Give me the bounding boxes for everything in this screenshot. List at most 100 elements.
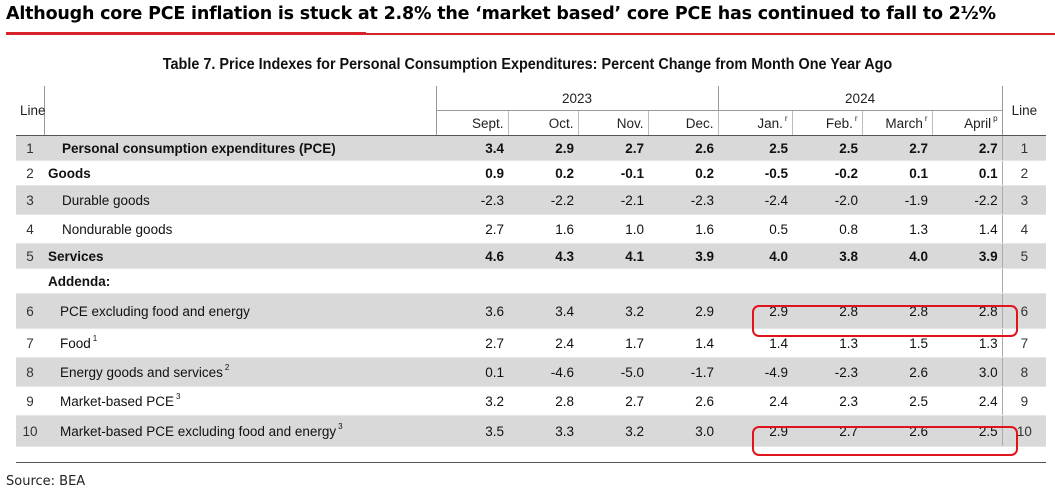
value-cell: 2.3 (792, 386, 863, 416)
value-cell (862, 268, 933, 294)
table-row: 7 Food 1 2.7 2.4 1.7 1.4 1.4 1.3 1.5 1.3 7 (16, 328, 1047, 358)
value-cell: 4.0 (718, 243, 793, 269)
line-number: 9 (16, 386, 44, 416)
value-cell: 1.3 (792, 328, 863, 358)
table-row: 4 Nondurable goods 2.7 1.6 1.0 1.6 0.5 0.8 1.3 1.… (16, 214, 1047, 244)
value-cell (508, 268, 578, 294)
value-cell: 3.0 (648, 415, 719, 447)
value-cell: -2.1 (578, 185, 648, 215)
header-row-years: Line 2023 2024 Line (16, 86, 1047, 136)
value-cell: -1.7 (648, 357, 719, 387)
month-header-jan: Jan. r (718, 110, 793, 136)
value-cell: 2.5 (932, 415, 1003, 447)
value-cell: -2.2 (932, 185, 1003, 215)
value-cell: 1.6 (508, 214, 578, 244)
value-cell: 2.8 (932, 293, 1003, 329)
line-number: 10 (16, 415, 44, 447)
line-number-right: 4 (1001, 214, 1047, 244)
value-cell: 1.4 (932, 214, 1003, 244)
row-label: Personal consumption expenditures (PCE) (44, 135, 436, 161)
header-row-months: Sept. Oct. Nov. Dec. Jan. r Feb. r March r April p (16, 110, 1046, 136)
month-header-march: March r (862, 110, 933, 136)
value-cell: 3.2 (578, 415, 648, 447)
value-cell: 2.7 (862, 135, 933, 161)
line-number-right: 9 (1001, 386, 1047, 416)
value-cell: 3.3 (508, 415, 578, 447)
value-cell: 2.8 (508, 386, 578, 416)
month-header-oct: Oct. (508, 110, 579, 136)
value-cell: 0.2 (648, 160, 719, 186)
pce-table: Line 2023 2024 Line Sept. Oct. Nov. Dec. Jan… (16, 86, 1047, 447)
value-cell: -2.3 (792, 357, 863, 387)
table-row: Addenda: (16, 268, 1047, 294)
value-cell: 2.7 (578, 386, 648, 416)
highlight-market-core-pce-2024 (752, 426, 1018, 456)
row-label: Services (44, 243, 436, 269)
value-cell: 2.5 (718, 135, 793, 161)
value-cell (932, 268, 1003, 294)
month-header-feb: Feb. r (792, 110, 863, 136)
highlight-core-pce-2024 (752, 305, 1018, 337)
value-cell: 1.6 (648, 214, 719, 244)
value-cell: 2.6 (648, 135, 719, 161)
line-number-right: 3 (1001, 185, 1047, 215)
value-cell: 4.6 (436, 243, 508, 269)
line-number: 4 (16, 214, 44, 244)
value-cell: -2.3 (436, 185, 508, 215)
value-cell (578, 268, 648, 294)
line-header-right: Line (1001, 86, 1047, 136)
value-cell: -2.3 (648, 185, 719, 215)
line-number-right: 5 (1001, 243, 1047, 269)
value-cell: 2.5 (792, 135, 863, 161)
line-number (16, 268, 44, 294)
value-cell: -2.4 (718, 185, 793, 215)
row-label: Nondurable goods (44, 214, 436, 244)
value-cell: -0.5 (718, 160, 793, 186)
value-cell: 2.8 (862, 293, 933, 329)
line-header-left: Line (16, 86, 46, 136)
value-cell: 2.6 (648, 386, 719, 416)
month-header-nov: Nov. (578, 110, 649, 136)
value-cell: 2.7 (578, 135, 648, 161)
value-cell: 2.4 (718, 386, 793, 416)
table-row: 6 PCE excluding food and energy 3.6 3.4 3.2 2… (16, 293, 1047, 329)
line-number-right: 8 (1001, 357, 1047, 387)
value-cell: 3.9 (932, 243, 1003, 269)
value-cell: 1.3 (932, 328, 1003, 358)
value-cell: 1.4 (648, 328, 719, 358)
table-row: 8 Energy goods and services 2 0.1 -4.6 -5.0 -1… (16, 357, 1047, 387)
line-number: 3 (16, 185, 44, 215)
value-cell: 1.5 (862, 328, 933, 358)
table-row: 5 Services 4.6 4.3 4.1 3.9 4.0 3.8 4.0 3.9 5 (16, 243, 1047, 269)
value-cell (648, 268, 719, 294)
value-cell: 0.2 (508, 160, 578, 186)
table-bottom-rule (16, 462, 1046, 463)
value-cell: -0.1 (578, 160, 648, 186)
value-cell: 2.9 (648, 293, 719, 329)
line-number: 2 (16, 160, 44, 186)
value-cell: -2.2 (508, 185, 578, 215)
line-number-right: 10 (1001, 415, 1047, 447)
value-cell: 1.7 (578, 328, 648, 358)
value-cell (436, 268, 508, 294)
line-number-right: 6 (1001, 293, 1047, 329)
value-cell: 3.2 (436, 386, 508, 416)
value-cell: 3.8 (792, 243, 863, 269)
month-header-april: April p (932, 110, 1003, 136)
value-cell: -2.0 (792, 185, 863, 215)
value-cell: 2.5 (862, 386, 933, 416)
table-row: 1 Personal consumption expenditures (PCE)… (16, 135, 1047, 161)
table-row: 2 Goods 0.9 0.2 -0.1 0.2 -0.5 -0.2 0.1 0.1 2 (16, 160, 1047, 186)
line-number: 7 (16, 328, 44, 358)
value-cell: 3.9 (648, 243, 719, 269)
value-cell: 2.7 (932, 135, 1003, 161)
value-cell: 4.3 (508, 243, 578, 269)
row-label: Energy goods and services 2 (44, 357, 436, 387)
row-label: Food 1 (44, 328, 436, 358)
value-cell: 0.9 (436, 160, 508, 186)
value-cell: 3.6 (436, 293, 508, 329)
value-cell: 2.7 (436, 328, 508, 358)
line-number: 6 (16, 293, 44, 329)
value-cell: -4.9 (718, 357, 793, 387)
value-cell: 2.4 (932, 386, 1003, 416)
